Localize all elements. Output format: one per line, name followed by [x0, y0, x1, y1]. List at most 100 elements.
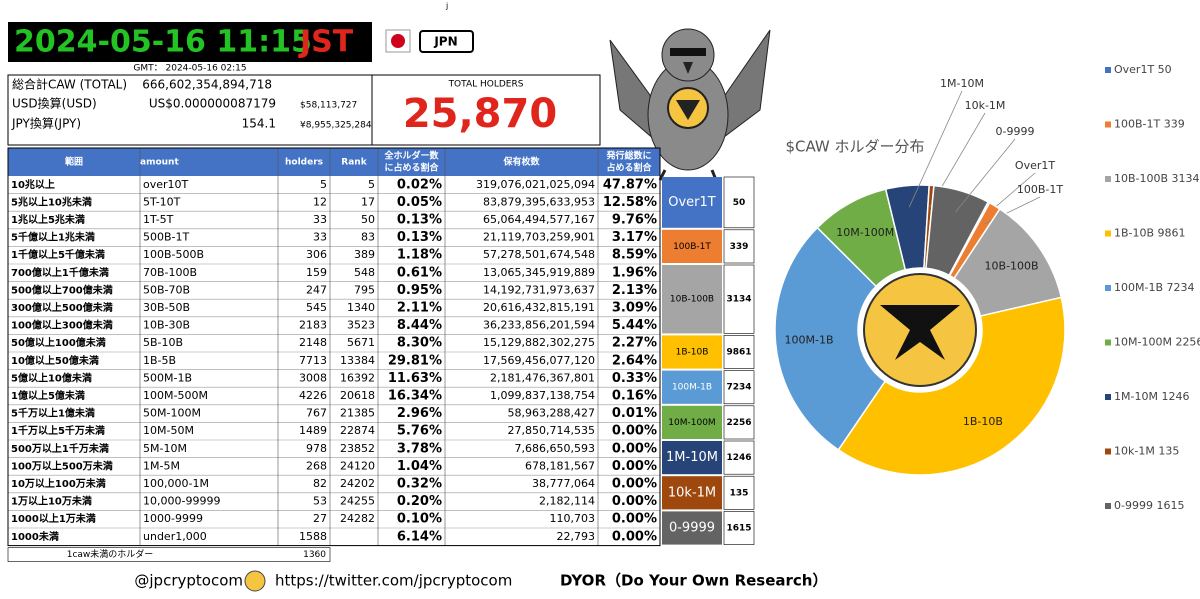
- table-cell: 3008: [299, 371, 327, 384]
- table-cell: 0.00%: [612, 512, 657, 527]
- legend-label: 1M-10M 1246: [1114, 390, 1189, 403]
- gmt: GMT： 2024-05-16 02:15: [133, 64, 246, 74]
- slice-label: 100M-1B: [784, 334, 833, 347]
- table-cell: 0.00%: [612, 477, 657, 492]
- table-cell: 24282: [340, 512, 375, 525]
- table-cell: 6.14%: [397, 529, 442, 544]
- table-cell: 5億以上10億未満: [11, 371, 92, 384]
- group-value-box: [723, 176, 755, 229]
- group-block: [662, 370, 722, 404]
- table-cell: 38,777,064: [532, 477, 595, 490]
- table-cell: 110,703: [550, 512, 596, 525]
- handle: @jpcryptocom: [134, 572, 243, 590]
- table-cell: 4226: [299, 389, 327, 402]
- group-label: 1M-10M: [666, 450, 718, 465]
- header-cell: amount: [140, 158, 179, 168]
- table-cell: 0.00%: [612, 529, 657, 544]
- table-cell: 2.13%: [612, 283, 657, 298]
- table-cell: 3.09%: [612, 301, 657, 316]
- slice-label: 1B-10B: [963, 415, 1003, 428]
- group-label: 10M-100M: [668, 418, 715, 428]
- table-cell: 700億以上1千億未満: [11, 266, 109, 279]
- group-block: [662, 335, 722, 369]
- table-cell: 1T-5T: [143, 213, 174, 226]
- table-cell: 70B-100B: [143, 266, 197, 279]
- group-block: [662, 229, 722, 263]
- table-cell: 13,065,345,919,889: [483, 266, 595, 279]
- group-value: 1246: [726, 453, 751, 463]
- table-cell: 36,233,856,201,594: [483, 319, 595, 332]
- table-cell: 10兆以上: [11, 178, 55, 191]
- table-cell: 83: [361, 231, 375, 244]
- table-cell: 2,182,114: [539, 495, 595, 508]
- table-cell: 1340: [347, 301, 375, 314]
- table-cell: 2183: [299, 319, 327, 332]
- group-label: 0-9999: [669, 521, 715, 536]
- flag-sun: [391, 34, 405, 48]
- table-cell: 1千億以上5千億未満: [11, 248, 105, 261]
- table-cell: 5: [320, 178, 327, 191]
- table-cell: 10B-30B: [143, 319, 190, 332]
- legend-label: 0-9999 1615: [1114, 499, 1184, 512]
- group-value-box: [723, 264, 755, 334]
- legend-label: 100M-1B 7234: [1114, 281, 1195, 294]
- group-value: 9861: [726, 348, 751, 358]
- table-cell: 5兆以上10兆未満: [11, 195, 92, 208]
- header-cell: 範囲: [65, 156, 83, 168]
- table-cell: 319,076,021,025,094: [476, 178, 595, 191]
- table-cell: 20618: [340, 389, 375, 402]
- url: https://twitter.com/jpcryptocom: [275, 572, 512, 590]
- legend-label: 10k-1M 135: [1114, 445, 1179, 458]
- group-value: 339: [730, 242, 749, 252]
- datetime: 2024-05-16 11:15: [14, 25, 312, 60]
- table-cell: 5.76%: [397, 424, 442, 439]
- table-cell: 57,278,501,674,548: [483, 248, 595, 261]
- table-cell: 8.44%: [397, 318, 442, 333]
- table-cell: 500万以上1千万未満: [11, 442, 109, 455]
- table-cell: 53: [313, 495, 327, 508]
- table-cell: 1588: [299, 530, 327, 543]
- summary-label: 総合計CAW (TOTAL): [12, 77, 127, 92]
- legend-swatch: [1105, 339, 1111, 346]
- table-cell: 0.33%: [612, 371, 657, 386]
- table-cell: 23852: [340, 442, 375, 455]
- slice-label: 10B-100B: [985, 259, 1039, 272]
- table-cell: 20,616,432,815,191: [483, 301, 595, 314]
- table-cell: 389: [354, 248, 375, 261]
- header-cell: holders: [285, 158, 323, 168]
- legend-swatch: [1105, 230, 1111, 237]
- table-cell: 0.95%: [397, 283, 442, 298]
- table-cell: under1,000: [143, 530, 207, 543]
- group-label: 10B-100B: [670, 295, 714, 305]
- group-value-box: [723, 229, 755, 264]
- group-block: [662, 405, 722, 439]
- table-cell: 545: [306, 301, 327, 314]
- slice-label: 10M-100M: [836, 226, 894, 239]
- group-label: 100B-1T: [673, 242, 711, 252]
- table-cell: 10M-50M: [143, 424, 194, 437]
- table-cell: 0.16%: [612, 389, 657, 404]
- table-cell: 47.87%: [603, 177, 657, 192]
- holders-label: TOTAL HOLDERS: [448, 80, 524, 90]
- table-cell: 5: [368, 178, 375, 191]
- table-cell: 7,686,650,593: [515, 442, 595, 455]
- table-cell: 500億以上700億未満: [11, 283, 113, 296]
- table-cell: 100,000-1M: [143, 477, 209, 490]
- table-cell: 12: [313, 195, 327, 208]
- legend-swatch: [1105, 503, 1111, 509]
- footer-row: [7, 547, 331, 562]
- table-cell: 58,963,288,427: [508, 407, 595, 420]
- table-cell: 2148: [299, 336, 327, 349]
- table-cell: 1.96%: [612, 265, 657, 280]
- table-cell: 0.10%: [397, 512, 442, 527]
- table-cell: 1000未満: [11, 530, 59, 543]
- table-cell: 24255: [340, 495, 375, 508]
- header-cell: に占める割合: [384, 162, 439, 174]
- table-cell: 500B-1T: [143, 231, 190, 244]
- header-cell: 保有枚数: [502, 156, 540, 168]
- table-cell: 100万以上500万未満: [11, 459, 113, 472]
- table-cell: 1489: [299, 424, 327, 437]
- summary-sub: $58,113,727: [300, 101, 357, 111]
- header-cell: 全ホルダー数: [383, 150, 439, 162]
- header-cell: Rank: [341, 158, 367, 168]
